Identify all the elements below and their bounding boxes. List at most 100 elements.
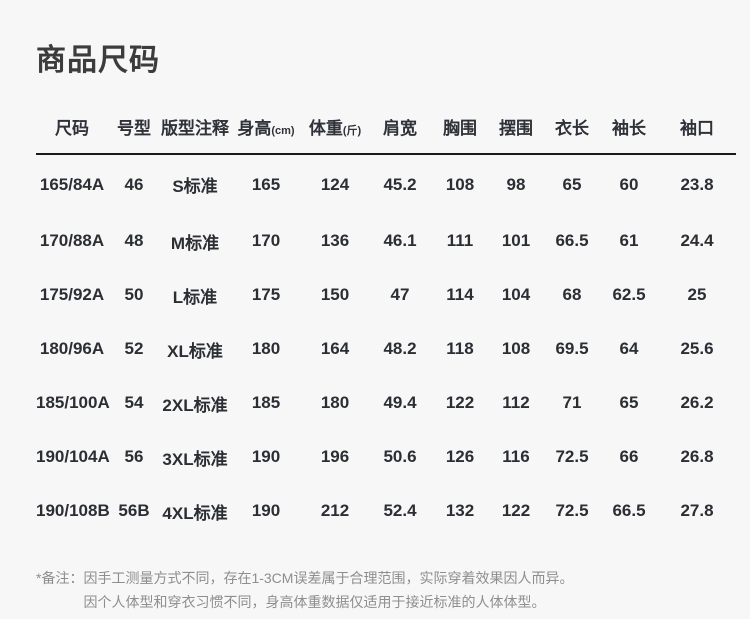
- table-cell: 180: [320, 393, 350, 412]
- col-header-label: 摆围: [499, 119, 533, 138]
- col-header-height: 身高(cm): [230, 106, 302, 155]
- table-row: 190/104A 56 3XL标准 190 196 50.6 126 116 7…: [36, 430, 736, 484]
- table-cell: 68: [562, 285, 582, 304]
- table-cell: 3XL标准: [162, 449, 228, 469]
- table-cell: 212: [320, 501, 350, 520]
- table-cell: 66.5: [612, 501, 646, 520]
- col-header-fit-note: 版型注释: [160, 106, 230, 155]
- table-cell: 50.6: [383, 447, 417, 466]
- col-header-length: 衣长: [544, 106, 600, 155]
- table-cell: 72.5: [555, 447, 589, 466]
- table-cell: 190: [251, 447, 281, 466]
- table-cell: 104: [501, 285, 531, 304]
- table-cell: 71: [562, 393, 582, 412]
- table-cell: 185/100A: [36, 393, 110, 412]
- table-cell: 190/104A: [36, 447, 110, 466]
- table-cell: S标准: [172, 177, 218, 196]
- remark-text: 因手工测量方式不同，存在1-3CM误差属于合理范围，实际穿着效果因人而异。 因个…: [83, 566, 573, 614]
- table-cell: 49.4: [383, 393, 417, 412]
- table-cell: 101: [501, 231, 531, 250]
- table-cell: 45.2: [383, 174, 417, 194]
- table-cell: 56B: [118, 501, 150, 520]
- table-cell: 56: [124, 447, 144, 466]
- table-cell: 23.8: [680, 174, 714, 194]
- table-cell: 165: [251, 174, 281, 194]
- table-cell: 64: [619, 339, 639, 358]
- col-header-label: 袖长: [612, 119, 646, 138]
- col-header-cuff: 袖口: [658, 106, 736, 155]
- col-header-label: 袖口: [680, 119, 714, 138]
- table-cell: 46.1: [383, 231, 417, 250]
- table-cell: 190: [251, 501, 281, 520]
- table-cell: 124: [320, 174, 350, 194]
- table-cell: 25: [687, 285, 707, 304]
- table-header: 尺码 号型 版型注释 身高(cm) 体重(斤) 肩宽 胸围 摆围 衣长 袖长 袖…: [36, 106, 736, 155]
- table-cell: 52.4: [383, 501, 417, 520]
- table-cell: 48: [124, 231, 144, 250]
- table-cell: 114: [446, 285, 474, 304]
- table-cell: 66.5: [555, 231, 589, 250]
- table-cell: 190/108B: [36, 501, 110, 520]
- table-cell: 150: [320, 285, 350, 304]
- table-cell: 170/88A: [39, 231, 105, 250]
- table-cell: 65: [562, 174, 582, 194]
- table-cell: XL标准: [167, 341, 223, 361]
- table-body: 165/84A 46 S标准 165 124 45.2 108 98 65 60…: [36, 154, 736, 538]
- header-row: 尺码 号型 版型注释 身高(cm) 体重(斤) 肩宽 胸围 摆围 衣长 袖长 袖…: [36, 106, 736, 155]
- table-cell: 118: [446, 339, 474, 358]
- col-header-weight: 体重(斤): [302, 106, 368, 155]
- col-header-label: 肩宽: [383, 119, 417, 138]
- col-header-label: 胸围: [443, 119, 477, 138]
- table-cell: 54: [124, 393, 144, 412]
- table-cell: 175: [251, 285, 281, 304]
- col-header-label: 身高: [237, 119, 272, 138]
- table-cell: 61: [619, 231, 639, 250]
- col-header-sleeve-length: 袖长: [600, 106, 658, 155]
- table-row: 190/108B 56B 4XL标准 190 212 52.4 132 122 …: [36, 484, 736, 538]
- table-cell: 165/84A: [39, 174, 105, 194]
- table-cell: 136: [320, 231, 350, 250]
- table-cell: 65: [619, 393, 639, 412]
- table-cell: 180/96A: [39, 339, 105, 358]
- col-header-label: 版型注释: [161, 119, 229, 138]
- table-cell: 98: [506, 174, 526, 194]
- table-cell: 47: [390, 285, 410, 304]
- remark-note: *备注： 因手工测量方式不同，存在1-3CM误差属于合理范围，实际穿着效果因人而…: [36, 566, 750, 614]
- table-cell: 185: [251, 393, 281, 412]
- table-cell: 196: [320, 447, 350, 466]
- remark-label: *备注：: [36, 570, 84, 586]
- table-row: 170/88A 48 M标准 170 136 46.1 111 101 66.5…: [36, 214, 736, 268]
- table-cell: 26.8: [680, 447, 714, 466]
- table-cell: 112: [502, 393, 530, 412]
- table-cell: 69.5: [555, 339, 589, 358]
- table-cell: 26.2: [680, 393, 714, 412]
- table-cell: 24.4: [680, 231, 714, 250]
- table-cell: 50: [124, 285, 144, 304]
- col-header-chest: 胸围: [432, 106, 488, 155]
- table-cell: 60: [619, 174, 639, 194]
- table-cell: 52: [124, 339, 144, 358]
- col-header-label: 尺码: [55, 119, 89, 138]
- table-cell: 122: [445, 393, 475, 412]
- col-header-label: 衣长: [555, 119, 589, 138]
- table-cell: 126: [445, 447, 475, 466]
- table-cell: 122: [501, 501, 531, 520]
- table-cell: 46: [124, 174, 144, 194]
- table-cell: 132: [445, 501, 475, 520]
- table-row: 185/100A 54 2XL标准 185 180 49.4 122 112 7…: [36, 376, 736, 430]
- table-cell: 4XL标准: [162, 503, 228, 523]
- col-header-size: 尺码: [36, 106, 108, 155]
- table-row: 180/96A 52 XL标准 180 164 48.2 118 108 69.…: [36, 322, 736, 376]
- table-cell: 180: [251, 339, 281, 358]
- table-cell: 48.2: [383, 339, 417, 358]
- table-cell: 2XL标准: [162, 395, 228, 415]
- remark-line-2: 因个人体型和穿衣习惯不同，身高体重数据仅适用于接近标准的人体体型。: [83, 594, 546, 610]
- col-header-shoulder: 肩宽: [368, 106, 432, 155]
- table-row: 165/84A 46 S标准 165 124 45.2 108 98 65 60…: [36, 154, 736, 214]
- table-cell: 66: [619, 447, 639, 466]
- table-cell: L标准: [172, 287, 218, 307]
- col-header-hem: 摆围: [488, 106, 544, 155]
- remark-line-1: 因手工测量方式不同，存在1-3CM误差属于合理范围，实际穿着效果因人而异。: [83, 570, 574, 586]
- table-cell: M标准: [170, 233, 220, 253]
